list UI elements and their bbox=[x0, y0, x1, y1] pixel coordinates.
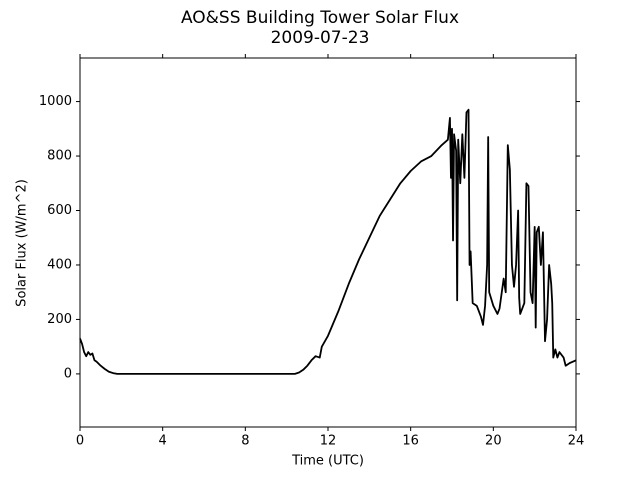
x-tick-label: 8 bbox=[241, 434, 249, 449]
data-line bbox=[79, 108, 577, 375]
x-tick-label: 4 bbox=[159, 434, 167, 449]
y-tick-label: 200 bbox=[47, 312, 72, 327]
y-tick-label: 800 bbox=[47, 149, 72, 164]
x-tick-label: 16 bbox=[402, 434, 419, 449]
x-tick-label: 20 bbox=[485, 434, 502, 449]
plot-frame bbox=[79, 57, 577, 428]
x-tick-label: 24 bbox=[568, 434, 585, 449]
y-tick-label: 1000 bbox=[39, 94, 72, 109]
x-tick-label: 12 bbox=[320, 434, 337, 449]
x-axis-label: Time (UTC) bbox=[291, 454, 364, 469]
chart-title: AO&SS Building Tower Solar Flux bbox=[181, 8, 459, 28]
y-tick-label: 600 bbox=[47, 203, 72, 218]
x-tick-label: 0 bbox=[76, 434, 84, 449]
y-tick-label: 0 bbox=[64, 366, 72, 381]
y-tick-label: 400 bbox=[47, 257, 72, 272]
chart-subtitle: 2009-07-23 bbox=[271, 28, 370, 48]
y-axis-label: Solar Flux (W/m^2) bbox=[15, 179, 30, 307]
